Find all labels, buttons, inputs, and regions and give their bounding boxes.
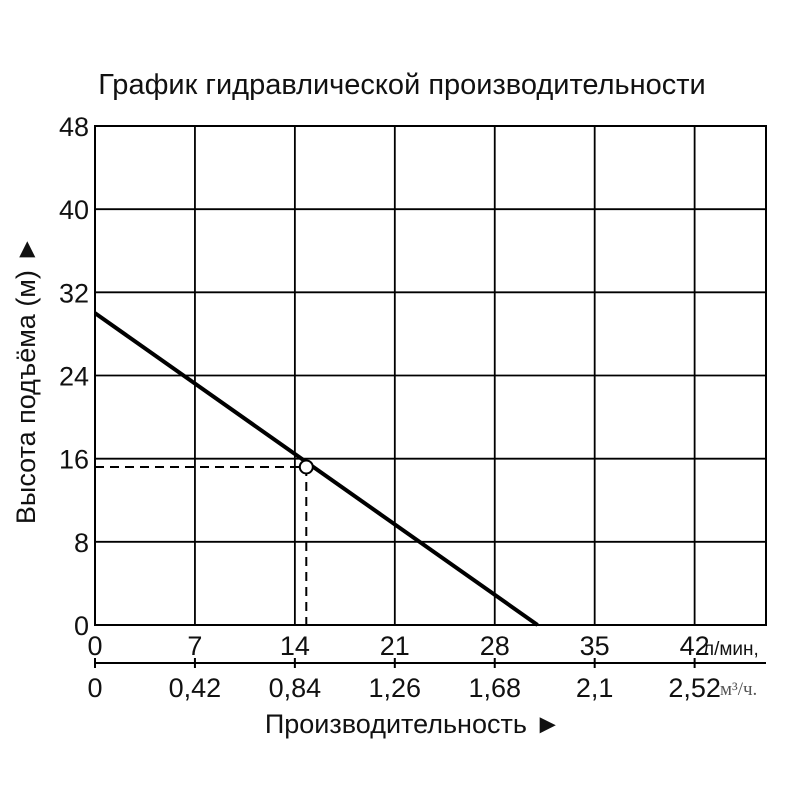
x-tick-label: 42	[680, 631, 710, 661]
y-tick-label: 0	[74, 611, 89, 641]
x2-tick-label: 2,1	[576, 673, 614, 703]
x2-tick-label: 2,52	[668, 673, 721, 703]
y-tick-label: 32	[59, 278, 89, 308]
x2-tick-label: 1,26	[369, 673, 422, 703]
x2-tick-label: 0	[87, 673, 102, 703]
x-unit-primary: л/мин,	[703, 639, 759, 660]
x-tick-label: 14	[280, 631, 310, 661]
y-tick-label: 48	[59, 112, 89, 142]
x-axis-label: Производительность ►	[265, 709, 561, 739]
y-tick-labels: 0 8 16 24 32 40 48	[59, 112, 89, 641]
performance-curve	[93, 311, 539, 627]
x-tick-label: 28	[480, 631, 510, 661]
x-tick-labels: 0 7 14 21 28 35 42	[87, 631, 709, 661]
chart-title: График гидравлической производительности	[98, 69, 706, 101]
x-tick-label: 35	[580, 631, 610, 661]
x-tick-label: 21	[380, 631, 410, 661]
x2-tick-label: 0,42	[169, 673, 222, 703]
y-tick-label: 8	[74, 528, 89, 558]
series-layer	[93, 311, 539, 627]
x2-tick-label: 0,84	[269, 673, 322, 703]
y-tick-label: 40	[59, 195, 89, 225]
x-tick-label: 0	[87, 631, 102, 661]
y-axis-label: Высота подъёма (м) ►	[11, 236, 41, 524]
x2-tick-label: 1,68	[468, 673, 521, 703]
y-tick-label: 24	[59, 362, 89, 392]
y-tick-label: 16	[59, 445, 89, 475]
grid	[94, 125, 767, 668]
operating-point-marker	[298, 459, 314, 475]
x-unit-secondary: м³/ч.	[720, 679, 757, 700]
x-tick-label: 7	[187, 631, 202, 661]
x2-tick-labels: 0 0,42 0,84 1,26 1,68 2,1 2,52	[87, 673, 720, 703]
